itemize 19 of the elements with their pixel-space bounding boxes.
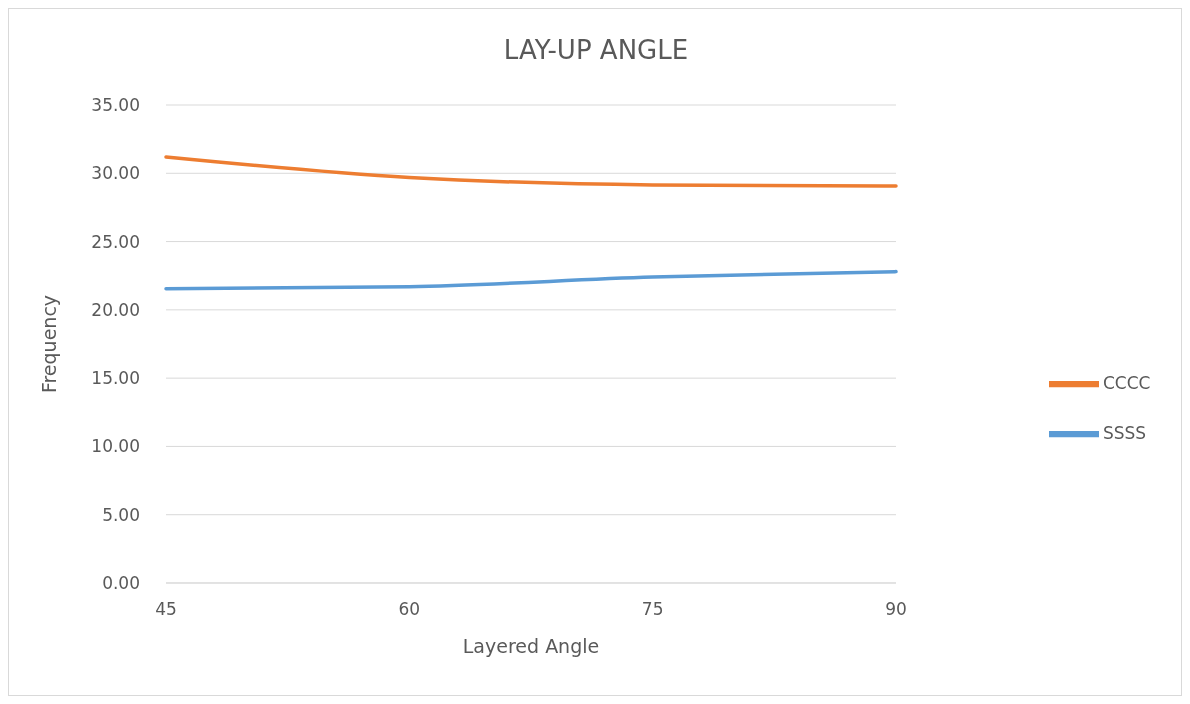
y-tick-label: 0.00 (102, 573, 140, 594)
x-axis-title: Layered Angle (462, 635, 600, 657)
x-tick-label: 90 (885, 599, 907, 620)
y-axis-title: Frequency (37, 294, 60, 394)
y-tick-label: 30.00 (91, 163, 140, 184)
chart-title: LAY-UP ANGLE (502, 35, 690, 65)
x-tick-label: 75 (641, 599, 664, 620)
y-tick-label: 5.00 (102, 504, 140, 525)
line-series (164, 269, 898, 291)
x-tick-label: 60 (398, 599, 421, 620)
x-tick-label: 45 (155, 599, 177, 620)
line-series (164, 155, 898, 188)
y-tick-label: 25.00 (91, 231, 140, 252)
legend-label: CCCC (1103, 372, 1151, 393)
legend-label: SSSS (1103, 422, 1147, 443)
y-tick-label: 10.00 (91, 436, 140, 457)
y-tick-label: 20.00 (91, 299, 140, 320)
y-tick-label: 15.00 (91, 368, 140, 389)
y-tick-label: 35.00 (91, 95, 140, 116)
